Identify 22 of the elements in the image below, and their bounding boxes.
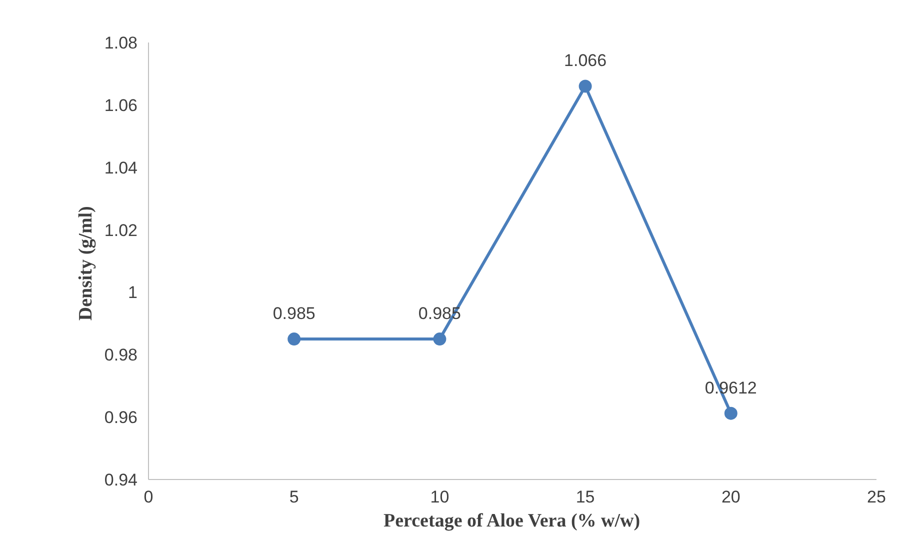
y-tick-label: 1 [128,283,138,302]
y-tick-label: 1.08 [104,34,138,52]
point [724,406,738,420]
y-axis-title: Density (g/ml) [75,206,96,321]
x-axis-title: Percetage of Aloe Vera (% w/w) [384,510,640,532]
data-label: 0.985 [272,304,316,324]
data-label: 1.066 [564,51,607,70]
y-tick-label: 1.06 [104,96,138,115]
y-tick-label: 0.94 [104,470,138,490]
x-tick-label: 0 [144,488,154,506]
point [578,80,592,93]
x-tick-label: 5 [289,488,299,506]
y-tick-label: 1.04 [104,158,138,178]
point [433,332,446,346]
x-tick-label: 25 [867,488,886,506]
point [288,332,301,346]
y-tick-label: 0.96 [104,408,138,428]
x-tick-label: 20 [721,488,740,506]
x-tick-label: 15 [576,488,595,506]
y-tick-label: 1.02 [104,220,138,240]
x-tick-label: 10 [430,488,450,506]
y-tick-label: 0.98 [104,346,138,365]
